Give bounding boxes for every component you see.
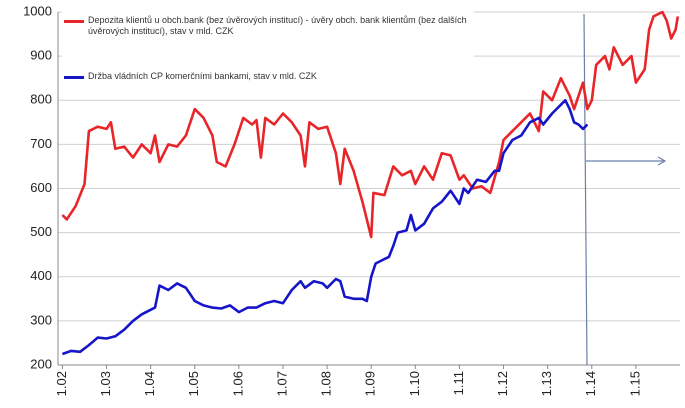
x-tick-label: 1.11 (451, 371, 466, 395)
legend-item: Držba vládních CP komerčními bankami, st… (62, 71, 474, 82)
x-tick-label: 1.09 (363, 371, 378, 396)
legend: Depozita klientů u obch.bank (bez úvěrov… (62, 11, 474, 97)
y-tick-label: 200 (30, 356, 52, 371)
legend-swatch (64, 76, 84, 79)
x-tick-label: 1.08 (319, 371, 334, 396)
x-tick-label: 1.03 (98, 371, 113, 396)
x-tick-label: 1.07 (274, 371, 289, 396)
y-tick-label: 300 (30, 312, 52, 327)
x-tick-label: 1.05 (186, 371, 201, 396)
x-tick-label: 1.04 (142, 371, 157, 396)
x-tick-label: 1.15 (627, 371, 642, 396)
y-tick-label: 900 (30, 48, 52, 63)
x-tick-label: 1.13 (539, 371, 554, 396)
legend-label: Depozita klientů u obch.bank (bez úvěrov… (88, 15, 467, 36)
x-tick-label: 1.02 (54, 371, 69, 396)
series-line (61, 10, 680, 239)
x-tick-label: 1.10 (407, 371, 422, 396)
x-tick-label: 1.06 (230, 371, 245, 396)
legend-swatch (64, 20, 84, 23)
y-tick-label: 600 (30, 180, 52, 195)
x-tick-label: 1.12 (495, 371, 510, 396)
arrow-head (657, 156, 667, 166)
legend-label: Držba vládních CP komerčními bankami, st… (88, 71, 317, 81)
y-tick-label: 700 (30, 136, 52, 151)
x-tick-label: 1.14 (583, 371, 598, 396)
y-tick-label: 800 (30, 92, 52, 107)
divider-line (583, 13, 588, 366)
y-tick-label: 400 (30, 268, 52, 283)
legend-item: Depozita klientů u obch.bank (bez úvěrov… (62, 15, 474, 37)
series-line (61, 99, 589, 356)
y-tick-label: 1000 (23, 3, 52, 18)
y-tick-label: 500 (30, 224, 52, 239)
